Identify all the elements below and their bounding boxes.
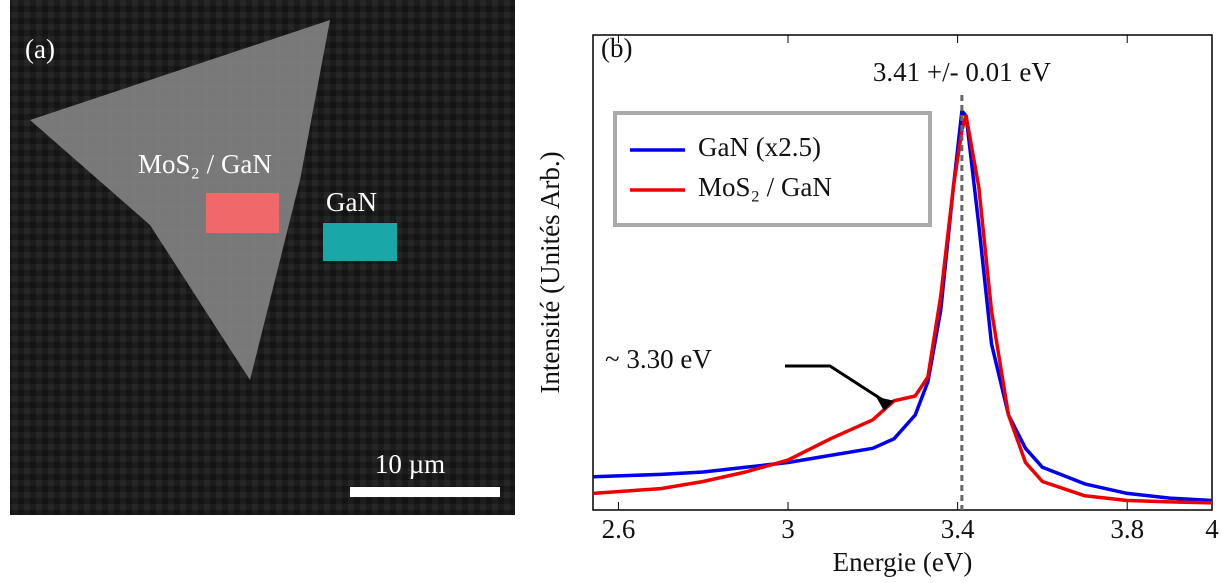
annotation: 3.41 +/- 0.01 eV (873, 57, 1051, 87)
annotation: ~ 3.30 eV (605, 344, 712, 374)
x-axis-label: Energie (eV) (833, 547, 973, 577)
region-gan (323, 223, 397, 261)
legend-box (613, 111, 932, 227)
plot-frame (592, 34, 1213, 511)
flake (30, 20, 330, 380)
x-tick-label: 3 (781, 514, 795, 544)
region-label: MoS₂ / GaN (138, 149, 272, 179)
scale-label: 10 µm (375, 449, 445, 479)
series-line (592, 114, 1213, 505)
x-tick-label: 4 (1205, 514, 1219, 544)
annotation-arrow (785, 364, 891, 407)
y-axis-label: Intensité (Unités Arb.) (535, 151, 565, 393)
legend-label: GaN (x2.5) (698, 132, 821, 162)
image-panel: (a) MoS₂ / GaN GaN 10 µm (10, 0, 515, 515)
x-tick-label: 2.6 (602, 514, 636, 544)
region-mos2 (206, 193, 279, 233)
x-tick-label: 3.8 (1110, 514, 1144, 544)
legend-label: MoS₂ / GaN (698, 172, 832, 202)
region-label: GaN (326, 187, 377, 217)
panel-label: (b) (601, 33, 632, 63)
x-tick-label: 3.4 (941, 514, 975, 544)
panel-label: (a) (25, 34, 55, 64)
scale-bar (350, 487, 500, 497)
arrow-head (876, 396, 895, 411)
